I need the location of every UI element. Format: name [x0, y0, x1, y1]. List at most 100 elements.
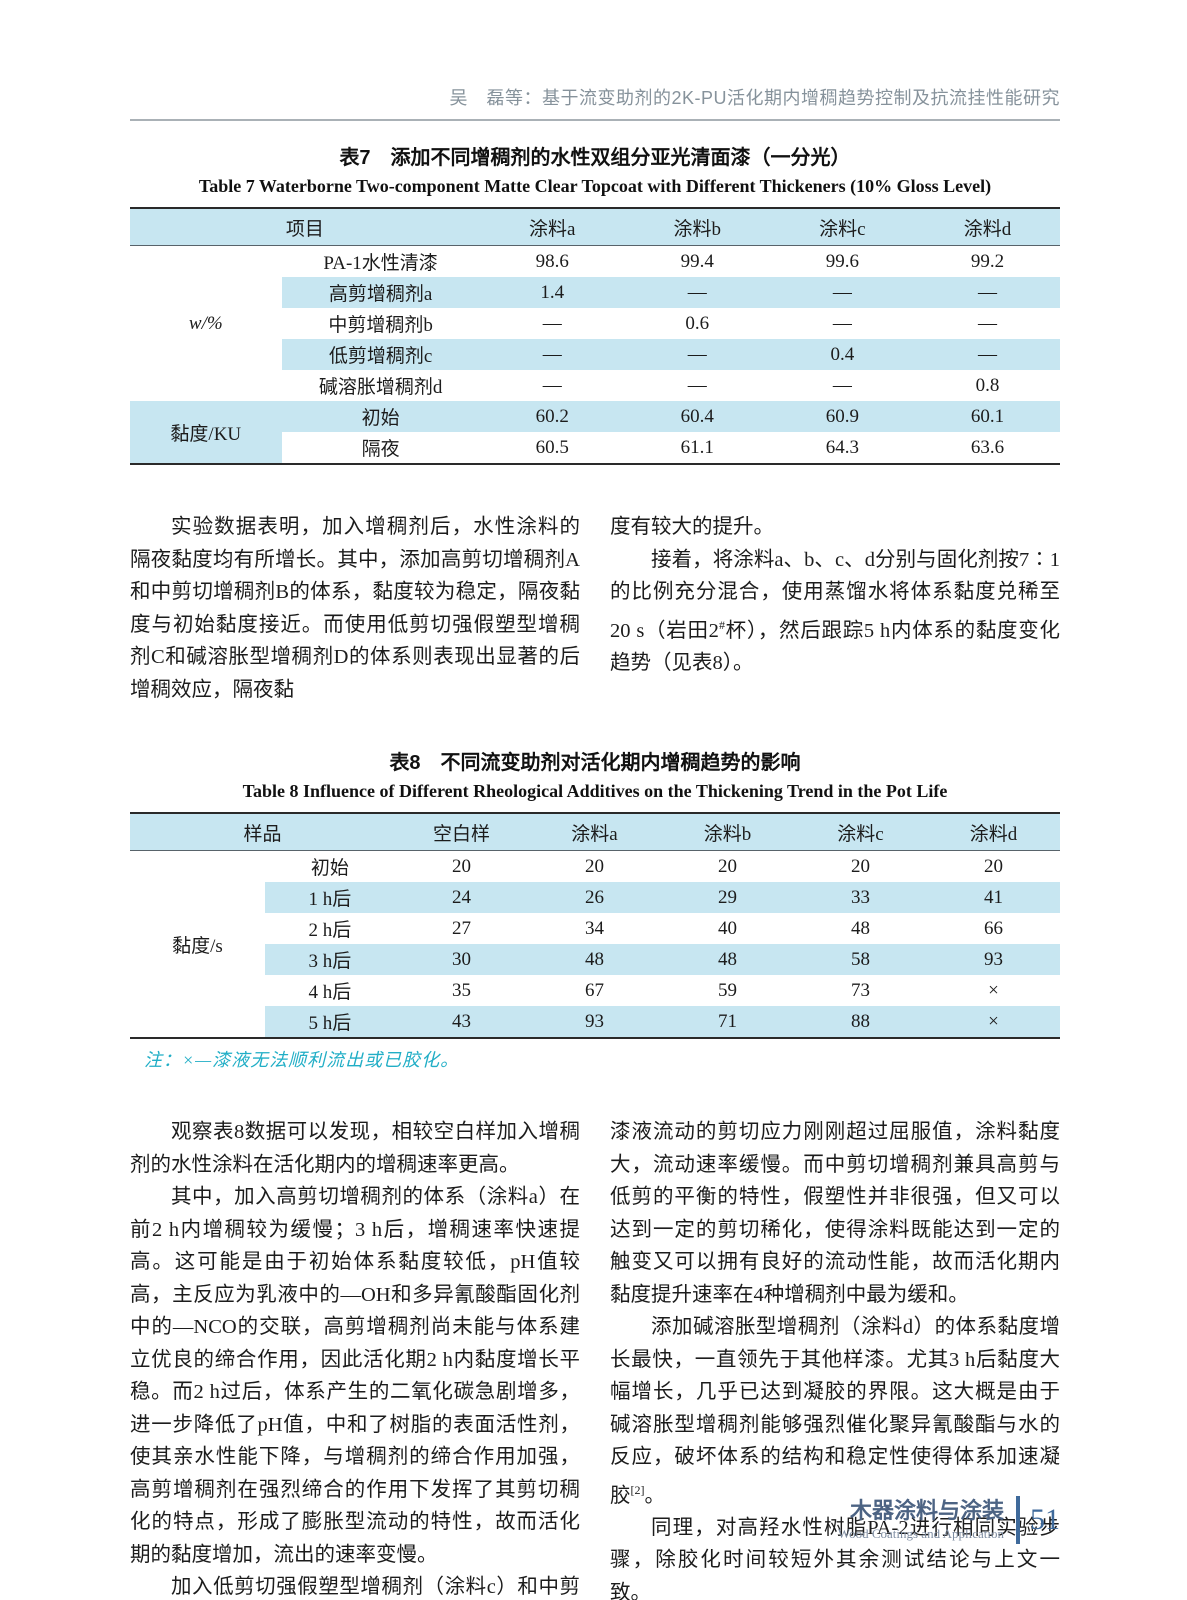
column-header: 涂料c — [837, 823, 884, 845]
journal-title-block: 木器涂料与涂装 Wood Coatings and Application — [837, 1497, 1004, 1542]
row-label: 2 h后 — [308, 920, 352, 941]
column-header: 涂料d — [969, 823, 1018, 845]
column-header: 涂料b — [703, 823, 752, 845]
group-label: w/% — [188, 312, 223, 334]
intro-right-column: 度有较大的提升。 接着，将涂料a、b、c、d分别与固化剂按7∶1的比例充分混合，… — [610, 511, 1060, 706]
page-footer: 木器涂料与涂装 Wood Coatings and Application 51 — [838, 1496, 1060, 1544]
table-cell: 41 — [926, 882, 1060, 913]
table8-caption-en: Table 8 Influence of Different Rheologic… — [242, 781, 948, 801]
row-label: PA-1水性清漆 — [323, 253, 438, 274]
table-cell: — — [832, 312, 852, 334]
table7-header-row: 项目 涂料a 涂料b 涂料c 涂料d — [130, 208, 1060, 246]
table-cell: 48 — [850, 917, 870, 939]
table-cell: — — [832, 374, 852, 396]
paragraph-text: 。 — [644, 1484, 666, 1507]
row-label: 初始 — [310, 858, 349, 879]
table-cell: 60.4 — [624, 401, 770, 432]
table-row: 4 h后 35 67 59 73 × — [130, 975, 1060, 1006]
paragraph-text: 添加碱溶胀型增稠剂（涂料d）的体系黏度增长最快，一直领先于其他样漆。尤其3 h后… — [610, 1316, 1060, 1507]
table-cell: 20 — [717, 855, 737, 877]
table-cell: 71 — [661, 1006, 794, 1038]
running-head: 吴 磊等：基于流变助剂的2K-PU活化期内增稠趋势控制及抗流挂性能研究 — [449, 88, 1060, 108]
row-label: 4 h后 — [308, 982, 352, 1003]
paragraph: 加入低剪切强假塑型增稠剂（涂料c）和中剪切聚氨酯增稠剂（涂料b）的体系活化期内黏… — [171, 1576, 580, 1598]
table-cell: 20 — [850, 855, 870, 877]
table-cell: × — [926, 1006, 1060, 1038]
row-label: 碱溶胀增稠剂d — [318, 377, 443, 398]
table-cell: 34 — [585, 917, 604, 939]
table-cell: — — [479, 339, 625, 370]
table-cell: 0.8 — [975, 374, 1000, 396]
row-label: 高剪增稠剂a — [281, 277, 480, 308]
table-cell: 60.2 — [479, 401, 625, 432]
table-cell: 48 — [528, 944, 661, 975]
table-cell: 88 — [793, 1006, 927, 1038]
table-cell: 24 — [395, 882, 529, 913]
intro-left-column: 实验数据表明，加入增稠剂后，水性涂料的隔夜黏度均有所增长。其中，添加高剪切增稠剂… — [130, 511, 580, 706]
table-cell: 73 — [850, 979, 870, 1001]
table-cell: 26 — [528, 882, 661, 913]
journal-title-cn: 木器涂料与涂装 — [849, 1497, 1004, 1523]
table-cell: 48 — [661, 944, 794, 975]
journal-title-en: Wood Coatings and Application — [837, 1525, 1004, 1541]
table8-header-row: 样品 空白样 涂料a 涂料b 涂料c 涂料d — [130, 813, 1060, 851]
table-cell: 58 — [793, 944, 927, 975]
row-label: 3 h后 — [264, 944, 396, 975]
header-rule — [130, 119, 1060, 121]
column-header: 涂料d — [963, 218, 1012, 240]
body-right-column: 漆液流动的剪切应力刚刚超过屈服值，涂料黏度大，流动速率缓慢。而中剪切增稠剂兼具高… — [610, 1116, 1060, 1600]
table7-caption-cn: 表7 添加不同增稠剂的水性双组分亚光清面漆（一分光） — [339, 147, 851, 169]
row-label: 1 h后 — [264, 882, 396, 913]
table-cell: 99.6 — [825, 250, 859, 272]
table-cell: — — [914, 339, 1060, 370]
table7: 项目 涂料a 涂料b 涂料c 涂料d w/% PA-1水性清漆 98.6 99.… — [130, 207, 1060, 465]
body-columns: 观察表8数据可以发现，相较空白样加入增稠剂的水性涂料在活化期内的增稠速率更高。 … — [130, 1116, 1060, 1600]
row-label: 5 h后 — [264, 1006, 396, 1038]
paragraph: 观察表8数据可以发现，相较空白样加入增稠剂的水性涂料在活化期内的增稠速率更高。 — [130, 1121, 580, 1176]
table-cell: — — [687, 374, 707, 396]
paragraph: 度有较大的提升。 — [610, 516, 774, 538]
table-cell: 60.1 — [914, 401, 1060, 432]
table-cell: 61.1 — [680, 436, 714, 458]
table7-caption-en: Table 7 Waterborne Two-component Matte C… — [198, 176, 992, 196]
table-row: 中剪增稠剂b — 0.6 — — — [130, 308, 1060, 339]
table-cell: — — [769, 277, 915, 308]
group-label: 黏度/KU — [130, 401, 282, 464]
paragraph-text: 杯），然后跟踪5 h内体系的黏度变化趋势（见表8）。 — [610, 619, 1060, 674]
table-cell: 1.4 — [479, 277, 625, 308]
table-row: 碱溶胀增稠剂d — — — 0.8 — [130, 370, 1060, 401]
table-row: 1 h后 24 26 29 33 41 — [130, 882, 1060, 913]
row-label: 中剪增稠剂b — [328, 315, 433, 336]
row-label: 初始 — [281, 401, 480, 432]
page-number: 51 — [1030, 1503, 1060, 1536]
body-left-column: 观察表8数据可以发现，相较空白样加入增稠剂的水性涂料在活化期内的增稠速率更高。 … — [130, 1116, 580, 1600]
table-cell: — — [542, 374, 562, 396]
table-row: 5 h后 43 93 71 88 × — [130, 1006, 1060, 1038]
table-row: 低剪增稠剂c — — 0.4 — — [130, 339, 1060, 370]
table8-footnote: 注：×—漆液无法顺利流出或已胶化。 — [144, 1050, 460, 1070]
table-row: 黏度/KU 初始 60.2 60.4 60.9 60.1 — [130, 401, 1060, 464]
column-header: 涂料a — [528, 218, 576, 240]
table-cell: 40 — [717, 917, 737, 939]
table-row: 2 h后 27 34 40 48 66 — [130, 913, 1060, 944]
table-cell: 60.5 — [535, 436, 569, 458]
table-cell: 66 — [983, 917, 1003, 939]
paragraph: 其中，加入高剪切增稠剂的体系（涂料a）在前2 h内增稠较为缓慢；3 h后，增稠速… — [130, 1186, 580, 1566]
table7-section: 表7 添加不同增稠剂的水性双组分亚光清面漆（一分光） Table 7 Water… — [130, 141, 1060, 465]
superscript: # — [718, 617, 725, 632]
table-cell: 33 — [793, 882, 927, 913]
table-cell: — — [624, 339, 770, 370]
table-cell: 43 — [395, 1006, 529, 1038]
paragraph: 实验数据表明，加入增稠剂后，水性涂料的隔夜黏度均有所增长。其中，添加高剪切增稠剂… — [130, 516, 580, 701]
table8: 样品 空白样 涂料a 涂料b 涂料c 涂料d 黏度/s 初始 20 20 20 — [130, 812, 1060, 1039]
table-row: 隔夜 60.5 61.1 64.3 63.6 — [130, 432, 1060, 464]
paragraph: 接着，将涂料a、b、c、d分别与固化剂按7∶1的比例充分混合，使用蒸馏水将体系黏… — [610, 544, 1060, 680]
table-cell: × — [988, 979, 999, 1001]
table-cell: — — [977, 312, 997, 334]
table-cell: 20 — [585, 855, 604, 877]
footer-divider-bar — [1016, 1496, 1020, 1544]
paragraph: 同理，对高羟水性树脂PA-2进行相同实验步骤，除胶化时间较短外其余测试结论与上文… — [610, 1516, 1060, 1600]
table-cell: 0.4 — [769, 339, 915, 370]
